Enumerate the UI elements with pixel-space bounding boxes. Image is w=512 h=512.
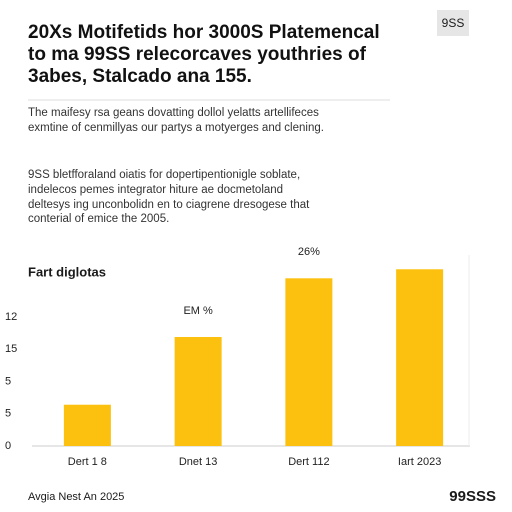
bar: [285, 278, 333, 446]
footer-left: Avgia Nest An 2025: [28, 491, 124, 503]
x-tick-label: Iart 2023: [398, 456, 441, 468]
title-line: 3abes, Stalcado ana 155.: [28, 66, 252, 87]
paragraph-line: The maifesy rsa geans dovatting dollol y…: [28, 107, 319, 119]
x-tick-label: Dert 112: [288, 456, 329, 468]
paragraph-line: conterial of emice the 2005.: [28, 213, 169, 225]
x-tick-label: Dnet 13: [179, 456, 218, 468]
data-label: EM %: [183, 305, 213, 317]
y-tick-label: 12: [5, 311, 17, 323]
y-tick-label: 5: [5, 408, 11, 420]
y-tick-label: 15: [5, 343, 17, 355]
paragraph-line: deltesys ing unconbolidn en to ciagrene …: [28, 199, 310, 211]
data-label: 26%: [298, 246, 320, 258]
badge-bg: [437, 10, 469, 36]
paragraph-line: exmtine of cenmillyas our partys a motye…: [28, 122, 324, 134]
paragraph-line: 9SS bletfforaland oiatis for dopertipent…: [28, 169, 300, 181]
y-tick-label: 0: [5, 440, 11, 452]
chart-title: Fart diglotas: [28, 264, 106, 279]
bar: [174, 336, 222, 446]
title-line: to ma 99SS relecorcaves youthries of: [28, 44, 367, 65]
badge: 9SS: [442, 16, 465, 30]
bar: [396, 269, 444, 446]
x-tick-label: Dert 1 8: [68, 456, 107, 468]
y-tick-label: 5: [5, 375, 11, 387]
paragraph-line: indelecos pemes integrator hiture ae doc…: [28, 184, 283, 196]
footer-right: 99SSS: [449, 488, 496, 505]
title-line: 20Xs Motifetids hor 3000S Platemencal: [28, 22, 380, 43]
bar: [63, 404, 111, 446]
